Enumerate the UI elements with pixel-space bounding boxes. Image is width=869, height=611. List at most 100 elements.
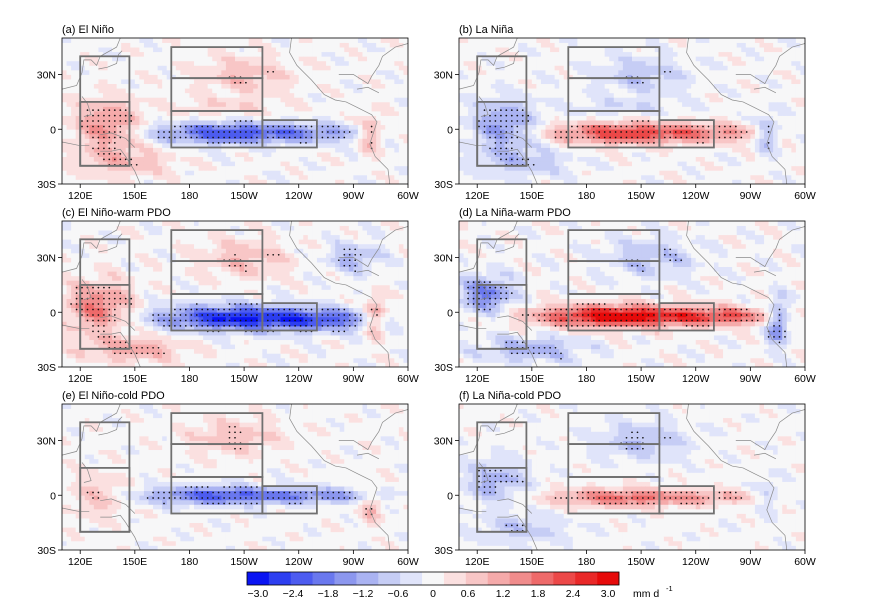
field-cell: [171, 51, 177, 57]
field-cell: [509, 79, 515, 85]
field-cell: [326, 106, 331, 112]
field-cell: [577, 83, 583, 89]
field-cell: [116, 92, 122, 98]
field-cell: [266, 51, 272, 57]
field-cell: [71, 129, 77, 135]
field-cell: [504, 97, 510, 103]
field-cell: [581, 42, 587, 48]
field-cell: [759, 38, 765, 43]
field-cell: [641, 174, 647, 180]
field-cell: [148, 51, 154, 57]
field-cell: [522, 79, 528, 85]
field-cell: [509, 161, 515, 167]
field-cell: [62, 152, 67, 158]
field-cell: [348, 142, 354, 148]
field-cell: [235, 65, 240, 71]
field-cell: [495, 47, 501, 53]
field-cell: [394, 111, 400, 116]
field-cell: [723, 74, 728, 80]
field-cell: [203, 88, 209, 94]
field-cell: [495, 120, 501, 126]
field-cell: [495, 88, 501, 94]
field-cell: [398, 179, 404, 184]
field-cell: [212, 56, 218, 62]
field-cell: [398, 152, 404, 158]
field-cell: [459, 56, 464, 62]
field-cell: [389, 106, 395, 112]
field-cell: [380, 79, 386, 85]
field-cell: [89, 47, 95, 53]
field-cell: [307, 42, 313, 48]
field-cell: [741, 156, 747, 162]
field-cell: [394, 60, 400, 66]
field-cell: [591, 142, 596, 148]
significance-dot: [228, 136, 231, 139]
field-cell: [709, 133, 715, 139]
field-cell: [298, 120, 304, 126]
field-cell: [572, 124, 578, 130]
field-cell: [736, 88, 742, 94]
field-cell: [75, 42, 81, 48]
field-cell: [754, 161, 760, 167]
field-cell: [171, 56, 177, 62]
field-cell: [468, 97, 474, 103]
field-cell: [499, 79, 505, 85]
field-cell: [134, 179, 140, 184]
field-cell: [221, 142, 227, 148]
field-cell: [641, 147, 647, 153]
field-cell: [581, 47, 587, 53]
field-cell: [376, 138, 382, 144]
field-cell: [225, 133, 231, 139]
field-cell: [367, 161, 372, 167]
field-cell: [125, 38, 131, 43]
field-cell: [376, 56, 382, 62]
field-cell: [180, 161, 186, 167]
field-cell: [600, 97, 606, 103]
field-cell: [540, 115, 546, 121]
field-cell: [764, 79, 769, 85]
significance-dot: [277, 131, 280, 133]
field-cell: [718, 65, 724, 71]
field-cell: [531, 156, 537, 162]
field-cell: [148, 106, 154, 112]
field-cell: [704, 115, 710, 121]
field-cell: [93, 142, 99, 148]
field-cell: [180, 56, 186, 62]
field-cell: [495, 69, 501, 75]
field-cell: [75, 152, 81, 158]
field-cell: [472, 129, 478, 135]
field-cell: [486, 51, 492, 57]
field-cell: [668, 179, 674, 184]
field-cell: [184, 88, 190, 94]
field-cell: [540, 38, 546, 43]
field-cell: [357, 120, 363, 126]
significance-dot: [103, 131, 105, 133]
field-cell: [636, 83, 642, 89]
field-cell: [326, 138, 331, 144]
field-cell: [604, 106, 610, 112]
field-cell: [335, 88, 341, 94]
field-cell: [184, 42, 190, 48]
field-cell: [677, 147, 683, 153]
field-cell: [718, 174, 724, 180]
field-cell: [194, 179, 199, 184]
field-cell: [682, 83, 688, 89]
field-cell: [89, 69, 95, 75]
field-cell: [591, 101, 596, 107]
field-cell: [380, 161, 386, 167]
field-cell: [672, 152, 678, 158]
field-cell: [504, 56, 510, 62]
field-cell: [84, 179, 90, 184]
field-cell: [262, 79, 268, 85]
field-cell: [307, 129, 313, 135]
field-cell: [645, 92, 651, 98]
field-cell: [632, 65, 637, 71]
field-cell: [171, 69, 177, 75]
x-tick-label: 120E: [68, 190, 93, 202]
significance-dot: [103, 125, 105, 128]
field-cell: [112, 133, 118, 139]
field-cell: [203, 69, 209, 75]
field-cell: [509, 83, 515, 89]
field-cell: [668, 106, 674, 112]
field-cell: [709, 101, 715, 107]
